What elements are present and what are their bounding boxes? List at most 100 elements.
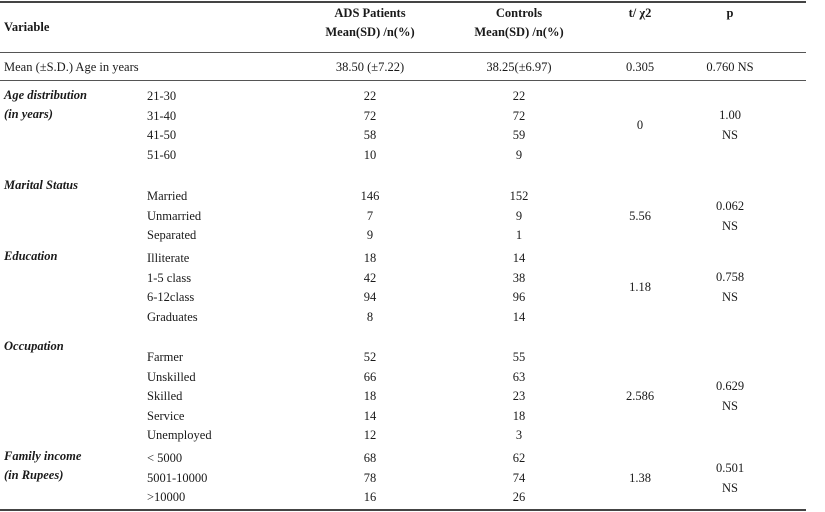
control-value: 1	[515, 228, 523, 243]
section-p-significance: NS	[722, 399, 738, 414]
ads-value: 52	[363, 350, 377, 364]
section-title: Education	[4, 247, 58, 266]
age-row-label: Mean (±S.D.) Age in years	[4, 60, 139, 74]
ads-value: 58	[363, 128, 377, 143]
category-label: Service	[147, 408, 185, 423]
section-p-value: 0.629	[715, 379, 745, 394]
control-value: 59	[512, 128, 526, 143]
category-label: Unmarried	[147, 208, 202, 223]
ads-value: 7	[366, 208, 374, 223]
age-row-p: 0.760 NS	[706, 60, 754, 74]
age-row-stat: 0.305	[625, 60, 655, 74]
section-p-value: 0.501	[715, 460, 745, 475]
section-p-value: 1.00	[719, 108, 741, 123]
header-bottom-rule	[0, 52, 806, 53]
ads-value: 66	[363, 369, 377, 384]
section-title-line2: (in Rupees)	[4, 468, 64, 482]
ads-value: 16	[363, 490, 377, 505]
category-label: Unemployed	[147, 428, 212, 443]
section-stat: 0	[636, 118, 644, 133]
section-stat: 5.56	[629, 208, 651, 223]
table-bottom-rule	[0, 509, 806, 511]
header-variable: Variable	[4, 20, 50, 34]
category-label: 6-12class	[147, 290, 195, 305]
section-title-line2: (in years)	[4, 107, 53, 121]
age-row-bottom-rule	[0, 80, 806, 81]
control-value: 62	[512, 451, 526, 465]
category-label: >10000	[147, 490, 186, 505]
header-ctrl-line1: Controls	[495, 6, 543, 20]
section-p-significance: NS	[722, 218, 738, 233]
ads-value: 72	[363, 108, 377, 123]
category-label: 31-40	[147, 108, 177, 123]
section-stat: 1.18	[629, 280, 651, 295]
control-value: 96	[512, 290, 526, 305]
category-label: Unskilled	[147, 369, 196, 384]
control-value: 63	[512, 369, 526, 384]
ads-value: 18	[363, 251, 377, 265]
category-label: Skilled	[147, 389, 183, 404]
section-title-line1: Education	[4, 249, 58, 263]
category-label: Graduates	[147, 309, 198, 324]
header-stat: t/ χ2	[628, 6, 652, 20]
ads-value: 10	[363, 147, 377, 162]
header-controls: Controls Mean(SD) /n(%)	[449, 4, 589, 42]
category-label: 51-60	[147, 147, 177, 162]
ads-value: 8	[366, 309, 374, 324]
control-value: 26	[512, 490, 526, 505]
ads-value: 146	[360, 189, 380, 203]
category-label: < 5000	[147, 451, 183, 465]
control-value: 14	[512, 251, 526, 265]
section-title: Occupation	[4, 337, 64, 356]
ads-value: 22	[363, 89, 377, 103]
control-value: 9	[515, 208, 523, 223]
section-p-significance: NS	[722, 480, 738, 495]
age-row-ads: 38.50 (±7.22)	[335, 60, 405, 74]
section-stat: 2.586	[625, 389, 655, 404]
header-ads-line1: ADS Patients	[334, 6, 406, 20]
control-value: 18	[512, 408, 526, 423]
control-value: 22	[512, 89, 526, 103]
ads-value: 94	[363, 290, 377, 305]
control-value: 72	[512, 108, 526, 123]
control-value: 3	[515, 428, 523, 443]
control-value: 14	[512, 309, 526, 324]
category-label: 41-50	[147, 128, 177, 143]
category-label: 1-5 class	[147, 270, 192, 285]
section-p-significance: NS	[722, 128, 738, 143]
section-title-line1: Age distribution	[4, 88, 88, 102]
section-title: Marital Status	[4, 176, 78, 195]
category-label: Farmer	[147, 350, 184, 364]
section-title-line1: Marital Status	[4, 178, 78, 192]
ads-value: 68	[363, 451, 377, 465]
category-label: Separated	[147, 228, 197, 243]
section-title-line1: Family income	[4, 449, 82, 463]
section-title-line1: Occupation	[4, 339, 64, 353]
section-title: Family income (in Rupees)	[4, 447, 81, 485]
control-value: 9	[515, 147, 523, 162]
section-stat: 1.38	[629, 470, 651, 485]
control-value: 152	[509, 189, 529, 203]
ads-value: 42	[363, 270, 377, 285]
ads-value: 78	[363, 470, 377, 485]
ads-value: 18	[363, 389, 377, 404]
category-label: Illiterate	[147, 251, 190, 265]
section-p-significance: NS	[722, 290, 738, 305]
header-p: p	[726, 6, 734, 20]
header-ads-patients: ADS Patients Mean(SD) /n(%)	[300, 4, 440, 42]
category-label: 21-30	[147, 89, 177, 103]
category-label: 5001-10000	[147, 470, 208, 485]
section-p-value: 0.758	[715, 270, 745, 285]
ads-value: 12	[363, 428, 377, 443]
control-value: 55	[512, 350, 526, 364]
section-title: Age distribution (in years)	[4, 86, 87, 124]
ads-value: 14	[363, 408, 377, 423]
ads-value: 9	[366, 228, 374, 243]
control-value: 38	[512, 270, 526, 285]
age-row-ctrl: 38.25(±6.97)	[486, 60, 552, 74]
category-label: Married	[147, 189, 188, 203]
control-value: 23	[512, 389, 526, 404]
table-top-rule	[0, 1, 806, 3]
header-ads-line2: Mean(SD) /n(%)	[325, 25, 415, 39]
control-value: 74	[512, 470, 526, 485]
